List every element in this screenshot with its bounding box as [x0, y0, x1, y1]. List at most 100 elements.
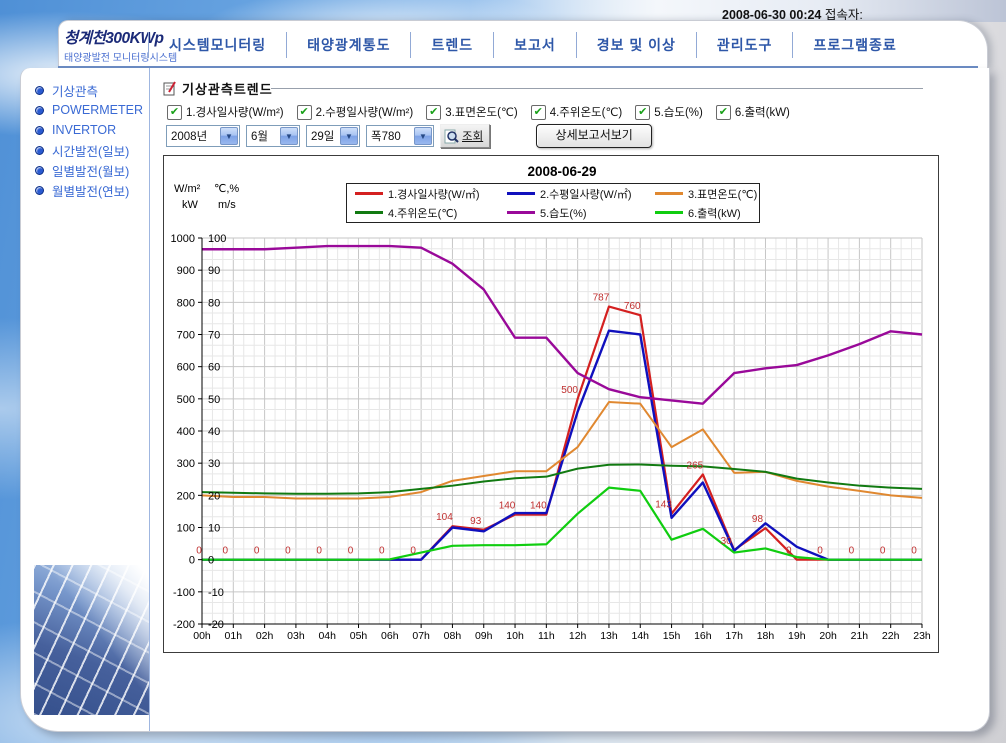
main-panel: 기상관측 POWERMETER INVERTOR 시간발전(일보) 일별발전(월보) 월별… [20, 68, 990, 732]
checkbox-label: 1.경사일사량(W/m²) [186, 107, 284, 119]
nav-item-2[interactable]: 트렌드 [410, 32, 493, 58]
svg-text:m/s: m/s [218, 199, 236, 211]
detail-report-button[interactable]: 상세보고서보기 [536, 124, 653, 148]
day-select[interactable]: 29일 ▼ [306, 125, 360, 147]
svg-text:93: 93 [470, 516, 482, 527]
svg-text:60: 60 [208, 362, 220, 374]
nav-item-5[interactable]: 관리도구 [695, 32, 793, 58]
dropdown-arrow-icon[interactable]: ▼ [220, 127, 238, 145]
svg-text:0: 0 [880, 546, 886, 557]
dropdown-arrow-icon[interactable]: ▼ [414, 127, 432, 145]
svg-text:19h: 19h [788, 630, 806, 642]
svg-text:500: 500 [177, 394, 195, 406]
svg-text:300: 300 [177, 458, 195, 470]
checkbox-label: 6.출력(kW) [734, 107, 790, 119]
svg-text:13h: 13h [600, 630, 618, 642]
svg-text:17h: 17h [725, 630, 743, 642]
svg-text:143: 143 [655, 500, 672, 511]
svg-text:104: 104 [436, 512, 453, 523]
svg-text:0: 0 [410, 546, 416, 557]
svg-text:0: 0 [189, 555, 195, 567]
series-checkbox-5[interactable]: ✔ 6.출력(kW) [715, 104, 790, 120]
sidebar-item-1[interactable]: POWERMETER [35, 100, 143, 120]
svg-text:140: 140 [530, 501, 547, 512]
series-checkbox-2[interactable]: ✔ 3.표면온도(℃) [426, 104, 518, 120]
svg-text:80: 80 [208, 297, 220, 309]
svg-text:12h: 12h [569, 630, 587, 642]
current-datetime: 2008-06-30 00:24 [722, 8, 822, 22]
bullet-icon [35, 125, 44, 135]
checkmark-icon[interactable]: ✔ [635, 104, 651, 120]
nav-item-4[interactable]: 경보 및 이상 [575, 32, 696, 58]
dropdown-arrow-icon[interactable]: ▼ [280, 127, 298, 145]
svg-text:900: 900 [177, 265, 195, 277]
bullet-icon [35, 85, 44, 95]
filter-controls: 2008년 ▼ 6월 ▼ 29일 ▼ 폭780 ▼ 조회 [166, 124, 653, 148]
legend-label: 3.표면온도(℃) [688, 188, 758, 201]
trend-chart: 1000 100 900 90 800 80 700 70 600 60 500 50 400 40 300… [163, 155, 939, 653]
main-nav: 시스템모니터링 태양광계통도 트렌드 보고서 경보 및 이상 관리도구 프로그램종료 [148, 30, 917, 60]
svg-text:0: 0 [786, 546, 792, 557]
svg-text:2008-06-29: 2008-06-29 [527, 164, 596, 179]
svg-text:10: 10 [208, 523, 220, 535]
svg-text:23h: 23h [913, 630, 931, 642]
checkmark-icon[interactable]: ✔ [530, 104, 546, 120]
nav-item-6[interactable]: 프로그램종료 [792, 32, 916, 58]
section-rule [271, 88, 923, 92]
width-select[interactable]: 폭780 ▼ [366, 125, 434, 147]
series-checkbox-1[interactable]: ✔ 2.수평일사량(W/m²) [296, 104, 413, 120]
year-select[interactable]: 2008년 ▼ [166, 125, 240, 147]
dropdown-arrow-icon[interactable]: ▼ [340, 127, 358, 145]
sidebar-item-3[interactable]: 시간발전(일보) [35, 140, 143, 160]
search-button-label: 조회 [462, 131, 484, 143]
svg-text:20h: 20h [819, 630, 837, 642]
chart-legend: 1.경사일사량(W/㎡) 2.수평일사량(W/㎡) 3.표면온도(℃) 4.주위온도(… [346, 183, 760, 223]
nav-item-3[interactable]: 보고서 [493, 32, 576, 58]
svg-text:09h: 09h [475, 630, 493, 642]
logo-subtitle: 태양광발전 모니터링시스템 [64, 53, 178, 64]
svg-text:98: 98 [752, 514, 764, 525]
bullet-icon [35, 165, 44, 175]
svg-text:0: 0 [849, 546, 855, 557]
svg-text:-100: -100 [173, 587, 195, 599]
svg-text:400: 400 [177, 426, 195, 438]
checkmark-icon[interactable]: ✔ [715, 104, 731, 120]
month-select[interactable]: 6월 ▼ [246, 125, 300, 147]
nav-divider-line [58, 66, 978, 68]
search-button[interactable]: 조회 [440, 124, 491, 148]
series-checkbox-3[interactable]: ✔ 4.주위온도(℃) [530, 104, 623, 120]
sidebar-item-label: INVERTOR [52, 123, 117, 137]
svg-text:0: 0 [196, 546, 202, 557]
series-checkbox-0[interactable]: ✔ 1.경사일사량(W/m²) [167, 104, 284, 120]
svg-text:18h: 18h [757, 630, 775, 642]
series-checkbox-4[interactable]: ✔ 5.습도(%) [635, 104, 703, 120]
svg-text:0: 0 [223, 546, 229, 557]
svg-text:0: 0 [817, 546, 823, 557]
sidebar-item-label: POWERMETER [52, 103, 143, 117]
svg-text:140: 140 [499, 501, 516, 512]
svg-text:01h: 01h [225, 630, 243, 642]
legend-swatch [655, 211, 683, 214]
section-header: 기상관측트렌드 [163, 79, 273, 98]
svg-text:15h: 15h [663, 630, 681, 642]
sidebar-item-label: 일별발전(월보) [52, 164, 130, 179]
sidebar-item-5[interactable]: 월별발전(연보) [35, 180, 143, 200]
sidebar-item-2[interactable]: INVERTOR [35, 120, 143, 140]
sidebar-item-label: 시간발전(일보) [52, 144, 130, 159]
checkmark-icon[interactable]: ✔ [296, 104, 312, 120]
legend-item-3: 4.주위온도(℃) [355, 205, 507, 221]
checkbox-label: 4.주위온도(℃) [549, 107, 623, 119]
svg-text:04h: 04h [318, 630, 336, 642]
bullet-icon [35, 105, 44, 115]
checkmark-icon[interactable]: ✔ [167, 104, 182, 120]
nav-item-0[interactable]: 시스템모니터링 [148, 32, 286, 58]
checkmark-icon[interactable]: ✔ [426, 104, 442, 120]
sidebar-menu: 기상관측 POWERMETER INVERTOR 시간발전(일보) 일별발전(월보) 월별… [35, 80, 143, 200]
sidebar: 기상관측 POWERMETER INVERTOR 시간발전(일보) 일별발전(월보) 월별… [21, 68, 150, 731]
legend-label: 5.습도(%) [540, 207, 587, 220]
section-title: 기상관측트렌드 [182, 82, 273, 97]
sidebar-item-4[interactable]: 일별발전(월보) [35, 160, 143, 180]
sidebar-item-0[interactable]: 기상관측 [35, 80, 143, 100]
visitor-label: 접속자: [824, 8, 863, 22]
nav-item-1[interactable]: 태양광계통도 [286, 32, 410, 58]
